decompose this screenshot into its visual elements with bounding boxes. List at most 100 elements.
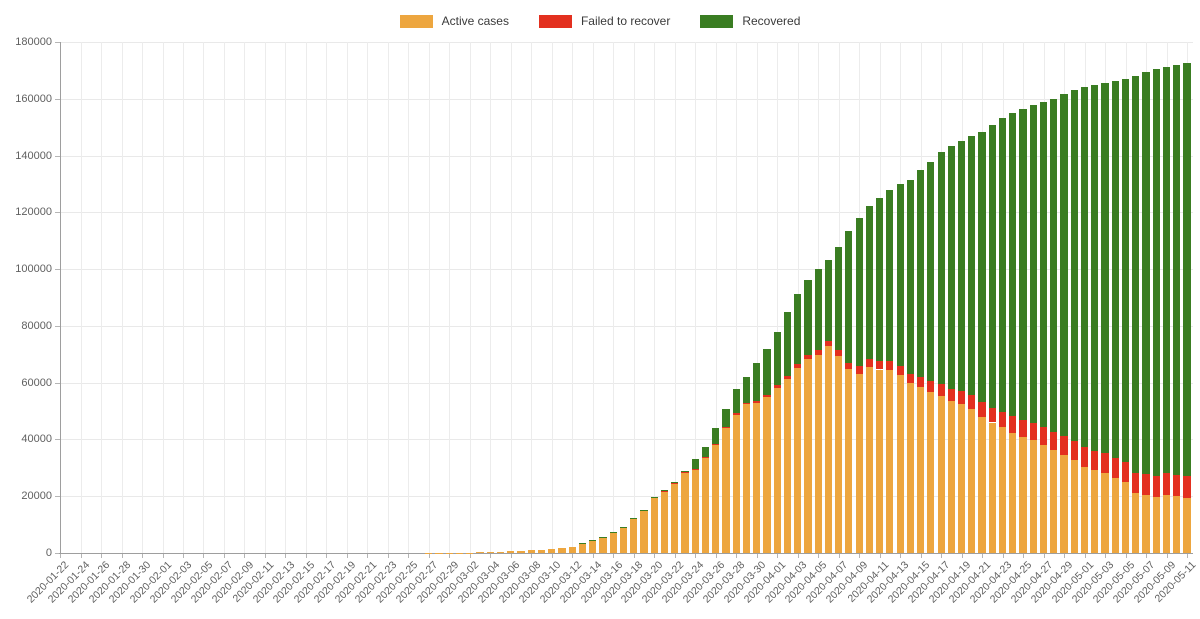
legend-item-active-cases[interactable]: Active cases	[399, 14, 509, 28]
bar-segment-failed-to-recover[interactable]	[712, 444, 720, 446]
bar-segment-active-cases[interactable]	[712, 445, 720, 553]
bar-segment-recovered[interactable]	[947, 146, 955, 389]
bar-segment-active-cases[interactable]	[814, 354, 822, 553]
bar-segment-failed-to-recover[interactable]	[835, 349, 843, 356]
bar-segment-active-cases[interactable]	[958, 403, 966, 553]
bar-segment-recovered[interactable]	[1173, 65, 1181, 475]
bar-segment-failed-to-recover[interactable]	[804, 355, 812, 360]
bar-segment-recovered[interactable]	[906, 180, 914, 374]
bar-segment-active-cases[interactable]	[886, 369, 894, 553]
bar-segment-failed-to-recover[interactable]	[1050, 432, 1058, 451]
bar-segment-recovered[interactable]	[1162, 66, 1171, 474]
bar-segment-active-cases[interactable]	[1111, 477, 1119, 553]
bar-segment-failed-to-recover[interactable]	[1039, 427, 1048, 445]
bar-segment-active-cases[interactable]	[722, 428, 730, 553]
bar-segment-failed-to-recover[interactable]	[794, 363, 802, 368]
bar-segment-recovered[interactable]	[804, 280, 812, 356]
bar-segment-active-cases[interactable]	[773, 387, 781, 553]
bar-segment-failed-to-recover[interactable]	[753, 401, 761, 404]
bar-segment-recovered[interactable]	[917, 170, 925, 377]
bar-segment-active-cases[interactable]	[876, 369, 884, 553]
bar-segment-active-cases[interactable]	[527, 550, 535, 553]
bar-segment-recovered[interactable]	[835, 247, 843, 350]
bar-segment-active-cases[interactable]	[609, 532, 617, 553]
bar-segment-recovered[interactable]	[1050, 99, 1058, 433]
bar-segment-active-cases[interactable]	[496, 551, 505, 553]
bar-segment-active-cases[interactable]	[507, 551, 515, 553]
bar-segment-failed-to-recover[interactable]	[886, 361, 894, 370]
bar-segment-active-cases[interactable]	[906, 383, 914, 553]
bar-segment-failed-to-recover[interactable]	[732, 413, 740, 415]
bar-segment-recovered[interactable]	[978, 132, 986, 403]
bar-segment-active-cases[interactable]	[701, 457, 710, 553]
bar-segment-recovered[interactable]	[968, 135, 976, 396]
bar-segment-active-cases[interactable]	[1101, 472, 1109, 553]
bar-segment-active-cases[interactable]	[1080, 466, 1089, 553]
bar-segment-active-cases[interactable]	[1162, 494, 1171, 553]
bar-segment-recovered[interactable]	[1121, 78, 1130, 463]
bar-segment-failed-to-recover[interactable]	[1060, 436, 1068, 455]
bar-segment-active-cases[interactable]	[742, 404, 751, 553]
bar-segment-failed-to-recover[interactable]	[1080, 447, 1089, 467]
bar-segment-active-cases[interactable]	[835, 355, 843, 553]
bar-segment-failed-to-recover[interactable]	[773, 385, 781, 388]
bar-segment-active-cases[interactable]	[1121, 482, 1130, 553]
bar-segment-failed-to-recover[interactable]	[937, 383, 945, 397]
bar-segment-failed-to-recover[interactable]	[958, 390, 966, 404]
bar-segment-active-cases[interactable]	[599, 536, 607, 553]
bar-segment-recovered[interactable]	[1070, 90, 1078, 441]
bar-segment-active-cases[interactable]	[927, 392, 935, 553]
bar-segment-failed-to-recover[interactable]	[1183, 476, 1191, 499]
bar-segment-failed-to-recover[interactable]	[1111, 458, 1119, 478]
legend-item-recovered[interactable]: Recovered	[700, 14, 800, 28]
bar-segment-recovered[interactable]	[937, 151, 945, 384]
bar-segment-active-cases[interactable]	[1029, 440, 1037, 553]
bar-segment-recovered[interactable]	[753, 363, 761, 402]
bar-segment-active-cases[interactable]	[619, 526, 628, 553]
bar-segment-recovered[interactable]	[998, 118, 1007, 412]
bar-segment-failed-to-recover[interactable]	[1101, 453, 1109, 473]
bar-segment-recovered[interactable]	[671, 482, 679, 484]
bar-segment-active-cases[interactable]	[978, 416, 986, 553]
bar-segment-active-cases[interactable]	[917, 387, 925, 553]
bar-segment-recovered[interactable]	[794, 294, 802, 364]
bar-segment-failed-to-recover[interactable]	[1121, 462, 1130, 483]
bar-segment-active-cases[interactable]	[476, 552, 484, 553]
bar-segment-failed-to-recover[interactable]	[722, 427, 730, 429]
bar-segment-active-cases[interactable]	[1050, 450, 1058, 553]
bar-segment-failed-to-recover[interactable]	[845, 362, 853, 370]
bar-segment-failed-to-recover[interactable]	[1019, 420, 1027, 438]
bar-segment-active-cases[interactable]	[1183, 498, 1191, 553]
bar-segment-active-cases[interactable]	[1060, 454, 1068, 553]
bar-segment-recovered[interactable]	[886, 190, 894, 362]
bar-segment-failed-to-recover[interactable]	[998, 411, 1007, 428]
bar-segment-active-cases[interactable]	[517, 550, 525, 553]
bar-segment-failed-to-recover[interactable]	[1029, 423, 1037, 441]
bar-segment-active-cases[interactable]	[947, 401, 955, 553]
bar-segment-active-cases[interactable]	[578, 542, 587, 553]
bar-segment-failed-to-recover[interactable]	[1070, 440, 1078, 460]
bar-segment-failed-to-recover[interactable]	[978, 402, 986, 417]
bar-segment-recovered[interactable]	[1183, 63, 1191, 477]
bar-segment-failed-to-recover[interactable]	[1009, 416, 1017, 433]
bar-segment-failed-to-recover[interactable]	[814, 350, 822, 355]
bar-segment-failed-to-recover[interactable]	[763, 394, 771, 398]
bar-segment-failed-to-recover[interactable]	[1152, 475, 1160, 497]
bar-segment-active-cases[interactable]	[988, 422, 996, 553]
bar-segment-active-cases[interactable]	[660, 490, 669, 553]
bar-segment-active-cases[interactable]	[896, 375, 904, 553]
bar-segment-recovered[interactable]	[1132, 75, 1140, 473]
bar-segment-recovered[interactable]	[1009, 112, 1017, 417]
bar-segment-active-cases[interactable]	[763, 397, 771, 553]
bar-segment-failed-to-recover[interactable]	[701, 457, 710, 458]
bar-segment-recovered[interactable]	[988, 125, 996, 408]
bar-segment-failed-to-recover[interactable]	[988, 407, 996, 423]
bar-segment-active-cases[interactable]	[691, 469, 699, 553]
bar-segment-active-cases[interactable]	[1132, 493, 1140, 553]
bar-segment-active-cases[interactable]	[1009, 432, 1017, 553]
bar-segment-active-cases[interactable]	[783, 379, 792, 553]
bar-segment-failed-to-recover[interactable]	[783, 375, 792, 380]
bar-segment-active-cases[interactable]	[1173, 496, 1181, 553]
bar-segment-failed-to-recover[interactable]	[1162, 473, 1171, 495]
bar-segment-active-cases[interactable]	[804, 359, 812, 553]
